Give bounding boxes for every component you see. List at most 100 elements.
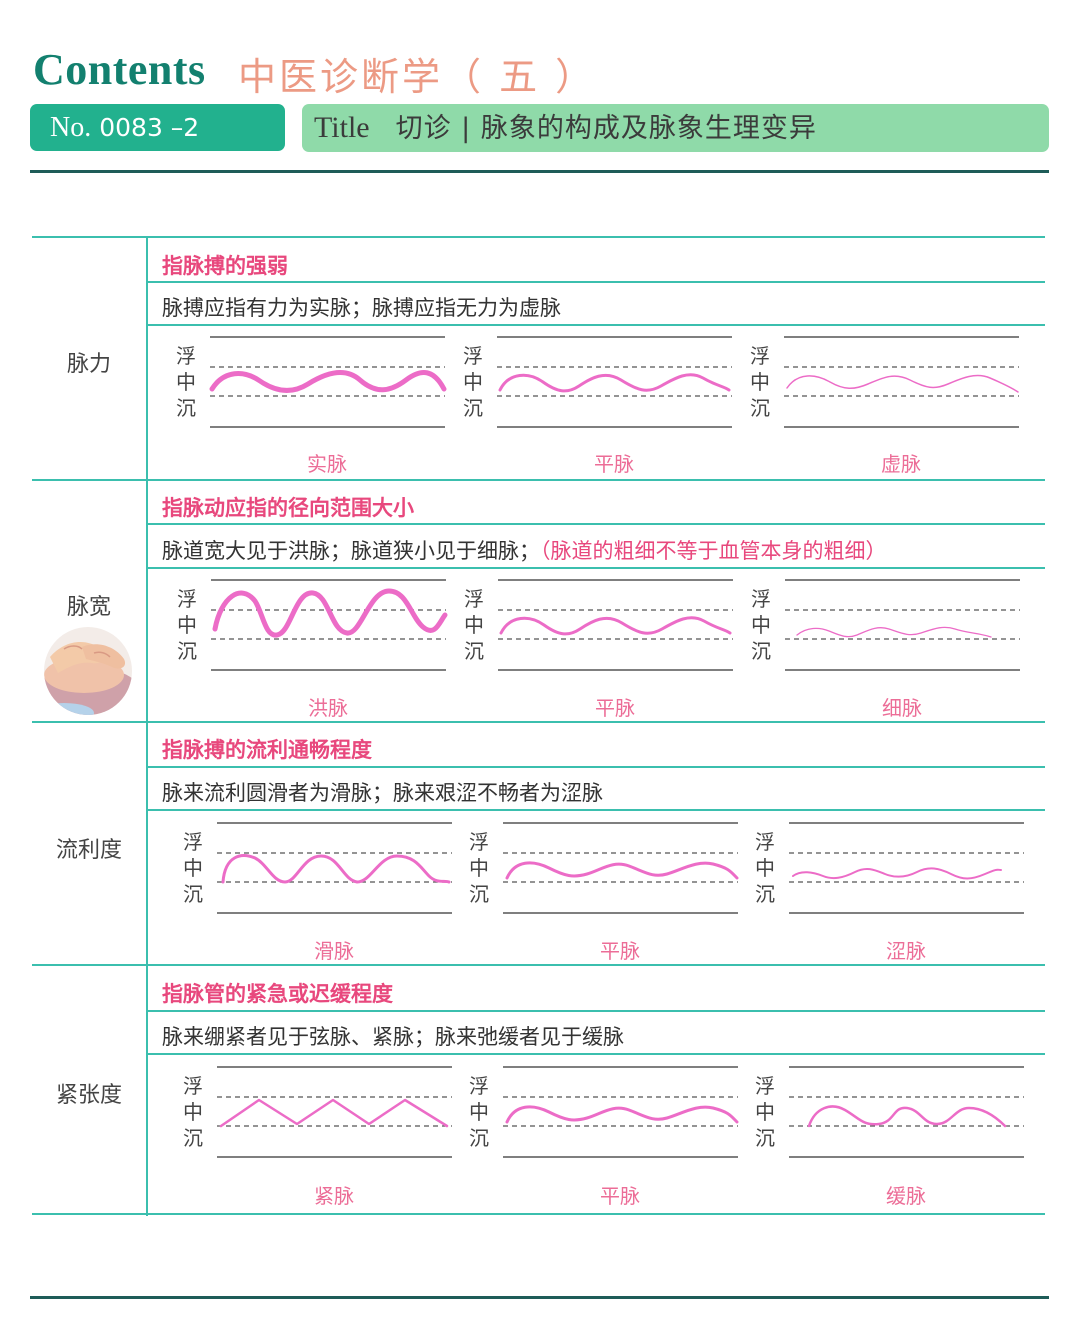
level-labels: 浮中沉 xyxy=(464,1073,494,1151)
level-deep-label: 沉 xyxy=(176,396,196,420)
pulse-diagram-huanmai xyxy=(789,1066,1024,1158)
caption-pingmai: 平脉 xyxy=(594,452,634,476)
level-deep-label: 沉 xyxy=(183,882,203,906)
level-deep-label: 沉 xyxy=(755,882,775,906)
pulse-diagram-pingmai-2 xyxy=(498,579,733,671)
row-description-width-note: （脉道的粗细不等于血管本身的粗细） xyxy=(540,539,887,563)
level-middle-label: 中 xyxy=(464,613,484,637)
level-float-label: 浮 xyxy=(464,587,484,611)
level-deep-label: 沉 xyxy=(755,1126,775,1150)
number-value: 0083 –2 xyxy=(99,113,200,142)
row-label-strength: 脉力 xyxy=(66,352,111,377)
level-deep-label: 沉 xyxy=(463,396,483,420)
row-label-fluency: 流利度 xyxy=(55,838,122,863)
level-float-label: 浮 xyxy=(176,344,196,368)
level-labels: 浮中沉 xyxy=(750,829,780,907)
caption-xumai: 虚脉 xyxy=(881,452,921,476)
level-labels: 浮中沉 xyxy=(746,586,776,664)
caption-shimai: 实脉 xyxy=(307,452,347,476)
title-banner: Title 切诊 | 脉象的构成及脉象生理变异 xyxy=(302,104,1049,152)
level-labels: 浮中沉 xyxy=(171,343,201,421)
level-middle-label: 中 xyxy=(183,1100,203,1124)
row-divider xyxy=(32,721,1045,723)
level-float-label: 浮 xyxy=(750,344,770,368)
level-middle-label: 中 xyxy=(463,370,483,394)
row-divider xyxy=(32,236,1045,238)
level-deep-label: 沉 xyxy=(464,639,484,663)
pulse-diagram-hongmai xyxy=(211,579,448,671)
pulse-diagram-pingmai-4 xyxy=(503,1066,739,1158)
level-middle-label: 中 xyxy=(176,370,196,394)
level-labels: 浮中沉 xyxy=(750,1073,780,1151)
level-middle-label: 中 xyxy=(469,1100,489,1124)
caption-hongmai: 洪脉 xyxy=(308,696,348,720)
footer-divider xyxy=(30,1296,1049,1299)
level-float-label: 浮 xyxy=(469,1074,489,1098)
row-description-strength: 脉搏应指有力为实脉；脉搏应指无力为虚脉 xyxy=(162,296,561,320)
cell-divider xyxy=(148,809,1045,811)
caption-huamai: 滑脉 xyxy=(314,939,354,963)
level-labels: 浮中沉 xyxy=(745,343,775,421)
cell-divider xyxy=(148,281,1045,283)
level-float-label: 浮 xyxy=(755,1074,775,1098)
level-middle-label: 中 xyxy=(177,613,197,637)
cell-divider xyxy=(148,1010,1045,1012)
level-float-label: 浮 xyxy=(469,830,489,854)
row-description-tension: 脉来绷紧者见于弦脉、紧脉；脉来弛缓者见于缓脉 xyxy=(162,1025,624,1049)
caption-pingmai-4: 平脉 xyxy=(600,1184,640,1208)
level-deep-label: 沉 xyxy=(469,1126,489,1150)
caption-huanmai: 缓脉 xyxy=(886,1184,926,1208)
row-description-width: 脉道宽大见于洪脉；脉道狭小见于细脉；（脉道的粗细不等于血管本身的粗细） xyxy=(162,535,887,565)
pulse-diagram-pingmai xyxy=(497,336,732,428)
row-heading-width: 指脉动应指的径向范围大小 xyxy=(162,496,414,520)
level-labels: 浮中沉 xyxy=(459,586,489,664)
pulse-diagram-xumai xyxy=(784,336,1019,428)
pulse-diagram-huamai xyxy=(217,822,452,914)
level-labels: 浮中沉 xyxy=(178,1073,208,1151)
caption-ximai: 细脉 xyxy=(882,696,922,720)
level-float-label: 浮 xyxy=(177,587,197,611)
row-heading-tension: 指脉管的紧急或迟缓程度 xyxy=(162,982,393,1006)
row-label-tension: 紧张度 xyxy=(55,1083,122,1108)
pulse-diagram-pingmai-3 xyxy=(503,822,739,914)
cell-divider xyxy=(148,523,1045,525)
table-column-divider xyxy=(146,236,148,1216)
row-description-fluency: 脉来流利圆滑者为滑脉；脉来艰涩不畅者为涩脉 xyxy=(162,781,603,805)
level-labels: 浮中沉 xyxy=(178,829,208,907)
pulse-taking-photo xyxy=(44,627,132,715)
title-text: 切诊 | 脉象的构成及脉象生理变异 xyxy=(395,113,817,144)
pulse-diagram-semai xyxy=(789,822,1024,914)
subject-title: 中医诊断学（ 五 ） xyxy=(238,55,597,99)
level-labels: 浮中沉 xyxy=(458,343,488,421)
row-divider xyxy=(32,964,1045,966)
level-middle-label: 中 xyxy=(183,856,203,880)
row-divider xyxy=(32,479,1045,481)
cell-divider xyxy=(148,766,1045,768)
level-middle-label: 中 xyxy=(469,856,489,880)
level-labels: 浮中沉 xyxy=(172,586,202,664)
row-label-width: 脉宽 xyxy=(66,595,111,620)
number-badge: No. 0083 –2 xyxy=(30,104,285,151)
caption-pingmai-2: 平脉 xyxy=(595,696,635,720)
caption-semai: 涩脉 xyxy=(886,939,926,963)
level-float-label: 浮 xyxy=(183,1074,203,1098)
level-float-label: 浮 xyxy=(751,587,771,611)
pulse-diagram-ximai xyxy=(785,579,1020,671)
level-labels: 浮中沉 xyxy=(464,829,494,907)
level-middle-label: 中 xyxy=(750,370,770,394)
header-divider xyxy=(30,170,1049,173)
table-bottom-rule xyxy=(32,1213,1045,1215)
level-deep-label: 沉 xyxy=(751,639,771,663)
level-deep-label: 沉 xyxy=(177,639,197,663)
title-prefix: Title xyxy=(314,111,370,144)
cell-divider xyxy=(148,324,1045,326)
caption-jinmai: 紧脉 xyxy=(314,1184,354,1208)
row-heading-fluency: 指脉搏的流利通畅程度 xyxy=(162,738,372,762)
contents-heading: Contents xyxy=(33,45,206,94)
row-heading-strength: 指脉搏的强弱 xyxy=(162,254,288,278)
level-deep-label: 沉 xyxy=(469,882,489,906)
pulse-diagram-shimai xyxy=(209,336,447,428)
level-float-label: 浮 xyxy=(463,344,483,368)
level-deep-label: 沉 xyxy=(750,396,770,420)
cell-divider xyxy=(148,1053,1045,1055)
